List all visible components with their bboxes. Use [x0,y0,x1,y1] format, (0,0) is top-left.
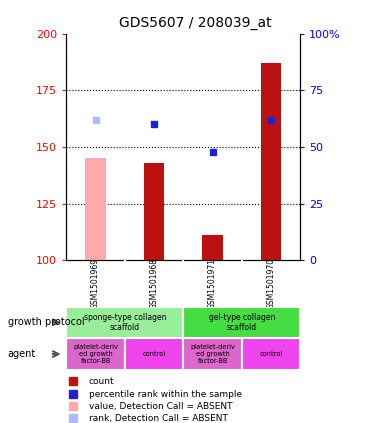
Text: percentile rank within the sample: percentile rank within the sample [89,390,242,398]
Bar [125,338,183,370]
Text: GSM1501970: GSM1501970 [266,258,276,309]
Bar [183,338,242,370]
Text: platelet-deriv
ed growth
factor-BB: platelet-deriv ed growth factor-BB [73,344,118,364]
Bar [66,307,183,338]
Text: control: control [259,351,283,357]
Text: GSM1501971: GSM1501971 [208,258,217,309]
Bar [261,63,281,260]
Text: sponge-type collagen
scaffold: sponge-type collagen scaffold [83,313,166,332]
Text: gel-type collagen
scaffold: gel-type collagen scaffold [209,313,275,332]
Bar [242,338,300,370]
Text: agent: agent [8,349,36,359]
Text: count: count [89,377,114,386]
Text: rank, Detection Call = ABSENT: rank, Detection Call = ABSENT [89,414,227,423]
Text: GSM1501968: GSM1501968 [149,258,159,309]
Text: value, Detection Call = ABSENT: value, Detection Call = ABSENT [89,402,232,411]
Text: GSM1501969: GSM1501969 [91,258,100,309]
Bar [144,163,164,260]
Text: control: control [142,351,166,357]
Bar [202,235,223,260]
Bar [183,307,300,338]
Bar [85,158,106,260]
Text: growth protocol: growth protocol [8,317,84,327]
Text: GDS5607 / 208039_at: GDS5607 / 208039_at [119,16,271,30]
Bar [66,338,125,370]
Text: platelet-deriv
ed growth
factor-BB: platelet-deriv ed growth factor-BB [190,344,235,364]
